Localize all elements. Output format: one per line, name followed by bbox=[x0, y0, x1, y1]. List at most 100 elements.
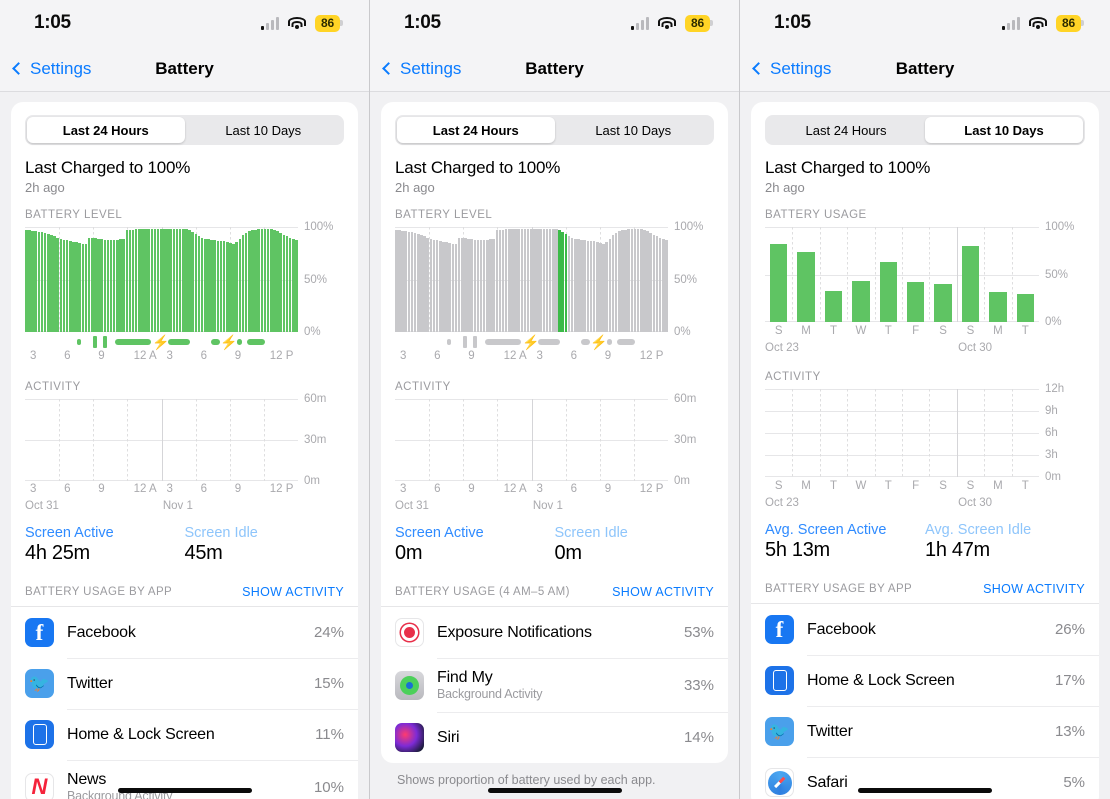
battery-level-bars bbox=[25, 227, 298, 332]
battery-level-bar bbox=[210, 239, 213, 332]
tab-last-24-hours[interactable]: Last 24 Hours bbox=[397, 117, 555, 143]
time-range-segmented-control[interactable]: Last 24 Hours Last 10 Days bbox=[765, 115, 1085, 145]
activity-chart[interactable]: 12h 9h 6h 3h 0m bbox=[765, 383, 1085, 483]
battery-level-bar bbox=[413, 233, 417, 332]
battery-level-bar bbox=[445, 241, 448, 332]
activity-date-labels: Oct 23 Oct 30 bbox=[765, 497, 993, 509]
battery-level-bar bbox=[288, 237, 292, 332]
battery-level-bar bbox=[150, 229, 154, 332]
avg-screen-idle-summary: Avg. Screen Idle 1h 47m bbox=[925, 522, 1085, 562]
battery-level-chart[interactable]: 100% 50% 0% bbox=[395, 221, 714, 338]
gridlines bbox=[395, 399, 668, 481]
siri-icon bbox=[395, 723, 424, 752]
battery-level-bar bbox=[586, 240, 590, 332]
activity-chart[interactable]: 60m 30m 0m bbox=[25, 393, 344, 487]
time-range-segmented-control[interactable]: Last 24 Hours Last 10 Days bbox=[25, 115, 344, 145]
home-lock-screen-icon bbox=[765, 666, 794, 695]
cellular-signal-icon bbox=[261, 16, 279, 30]
battery-level-bar bbox=[646, 231, 649, 332]
screen-time-summary: Screen Active 4h 25m Screen Idle 45m bbox=[25, 515, 344, 579]
battery-level-bar bbox=[116, 239, 119, 332]
battery-level-bar bbox=[138, 229, 141, 332]
battery-level-bar bbox=[90, 237, 94, 332]
battery-usage-bar bbox=[852, 281, 870, 322]
battery-level-bar bbox=[178, 229, 182, 332]
back-button-settings[interactable]: Settings bbox=[12, 59, 91, 79]
usage-by-app-header: BATTERY USAGE BY APP SHOW ACTIVITY bbox=[751, 576, 1099, 604]
app-usage-row[interactable]: f Facebook 26% bbox=[751, 604, 1099, 655]
time-range-segmented-control[interactable]: Last 24 Hours Last 10 Days bbox=[395, 115, 714, 145]
battery-level-bar bbox=[614, 233, 618, 332]
show-activity-button[interactable]: SHOW ACTIVITY bbox=[612, 585, 714, 599]
tab-last-24-hours[interactable]: Last 24 Hours bbox=[805, 122, 887, 138]
avg-screen-active-value: 5h 13m bbox=[765, 539, 830, 561]
battery-level-bar bbox=[166, 229, 169, 332]
app-usage-row[interactable]: f Facebook 24% bbox=[11, 607, 358, 658]
app-usage-row[interactable]: Home & Lock Screen 11% bbox=[11, 709, 358, 760]
back-label: Settings bbox=[400, 58, 462, 78]
tab-last-24-hours[interactable]: Last 24 Hours bbox=[27, 117, 185, 143]
battery-level-bar bbox=[62, 239, 66, 332]
axis-tick-label: W bbox=[855, 325, 867, 337]
battery-level-bar bbox=[78, 242, 81, 332]
battery-level-bar bbox=[611, 235, 615, 332]
battery-usage-chart[interactable]: 100% 50% 0% bbox=[765, 221, 1085, 328]
battery-level-bar bbox=[407, 232, 411, 332]
battery-level-bar bbox=[423, 236, 426, 332]
app-usage-row[interactable]: Siri 14% bbox=[381, 712, 728, 763]
battery-level-bar bbox=[504, 229, 508, 332]
nav-bar: Settings Battery bbox=[370, 46, 739, 92]
show-activity-button[interactable]: SHOW ACTIVITY bbox=[242, 585, 344, 599]
battery-level-bar bbox=[25, 230, 28, 332]
battery-level-bar bbox=[241, 235, 245, 332]
battery-level-bar bbox=[188, 230, 191, 332]
battery-level-bar bbox=[583, 239, 586, 332]
axis-tick-label: T bbox=[884, 480, 892, 492]
battery-level-bar bbox=[652, 235, 656, 332]
activity-bars bbox=[395, 399, 668, 481]
usage-by-app-header: BATTERY USAGE BY APP SHOW ACTIVITY bbox=[11, 579, 358, 607]
battery-level-bar bbox=[621, 230, 624, 332]
avg-screen-idle-label: Avg. Screen Idle bbox=[925, 522, 1032, 538]
activity-chart[interactable]: 60m 30m 0m bbox=[395, 393, 714, 487]
battery-level-bar bbox=[542, 229, 546, 332]
exposure-notifications-icon bbox=[395, 618, 424, 647]
facebook-icon: f bbox=[25, 618, 54, 647]
battery-level-bar bbox=[56, 237, 59, 332]
back-button-settings[interactable]: Settings bbox=[752, 59, 831, 79]
app-usage-row[interactable]: Safari 5% bbox=[751, 757, 1099, 799]
battery-level-bar bbox=[43, 233, 47, 332]
app-usage-row[interactable]: Home & Lock Screen 17% bbox=[751, 655, 1099, 706]
app-usage-row[interactable]: Find My Background Activity 33% bbox=[381, 658, 728, 712]
activity-date-labels: Oct 31 Nov 1 bbox=[25, 500, 193, 512]
battery-level-bar bbox=[254, 230, 257, 332]
app-usage-row[interactable]: 🐦 Twitter 13% bbox=[751, 706, 1099, 757]
app-name: Twitter bbox=[807, 722, 853, 740]
app-percent: 17% bbox=[1054, 672, 1085, 689]
app-usage-row[interactable]: 🐦 Twitter 15% bbox=[11, 658, 358, 709]
app-usage-row[interactable]: Exposure Notifications 53% bbox=[381, 607, 728, 658]
battery-percent-badge: 86 bbox=[1056, 14, 1081, 32]
battery-level-bar bbox=[172, 229, 176, 332]
battery-level-bar bbox=[602, 243, 605, 332]
app-name: Find My Background Activity bbox=[437, 669, 684, 701]
axis-tick-label: S bbox=[774, 480, 783, 492]
battery-nub bbox=[1081, 20, 1084, 26]
battery-level-bar bbox=[122, 238, 125, 332]
show-activity-button[interactable]: SHOW ACTIVITY bbox=[983, 582, 1085, 596]
back-button-settings[interactable]: Settings bbox=[382, 59, 461, 79]
battery-level-bar bbox=[426, 237, 429, 332]
app-usage-row[interactable]: N News Background Activity 10% bbox=[11, 760, 358, 799]
usage-by-app-label: BATTERY USAGE BY APP bbox=[765, 583, 913, 595]
battery-level-bar bbox=[112, 239, 116, 332]
battery-level-bar bbox=[175, 229, 179, 332]
tab-last-10-days[interactable]: Last 10 Days bbox=[225, 122, 302, 138]
screen-active-label: Screen Active bbox=[395, 525, 484, 541]
activity-y-axis: 12h 9h 6h 3h 0m bbox=[1045, 383, 1065, 483]
battery-level-chart[interactable]: 100% 50% 0% bbox=[25, 221, 344, 338]
status-clock: 1:05 bbox=[34, 12, 71, 33]
footnote: Shows proportion of battery used by each… bbox=[397, 773, 656, 787]
tab-last-10-days[interactable]: Last 10 Days bbox=[925, 117, 1083, 143]
tab-last-10-days[interactable]: Last 10 Days bbox=[595, 122, 672, 138]
